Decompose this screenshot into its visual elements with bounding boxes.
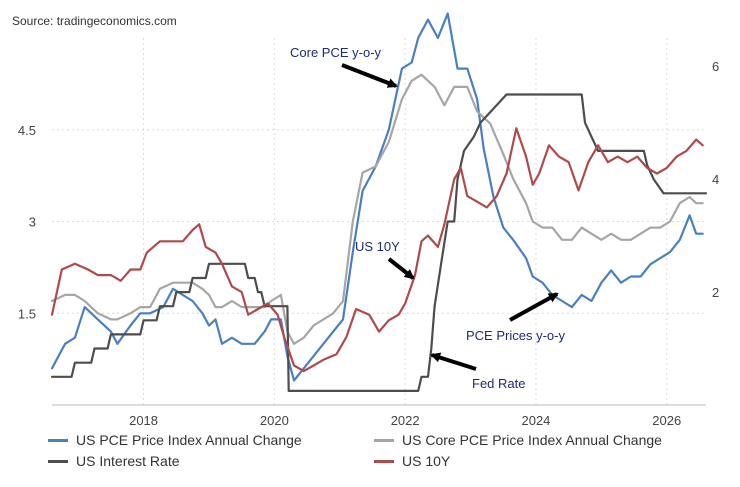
legend-swatch-us10y bbox=[374, 459, 394, 463]
x-tick-label: 2026 bbox=[652, 413, 681, 428]
annotations: Core PCE y-o-y US 10Y PCE Prices y-o-y F… bbox=[290, 45, 565, 391]
series-pce bbox=[50, 12, 704, 382]
series-core-pce bbox=[50, 73, 704, 345]
legend-label-us10y: US 10Y bbox=[402, 453, 451, 469]
legend-item-interest-rate: US Interest Rate bbox=[48, 453, 180, 469]
annotation-us10y: US 10Y bbox=[355, 239, 400, 254]
x-tick-label: 2020 bbox=[260, 413, 289, 428]
legend-swatch-interest-rate bbox=[48, 459, 68, 463]
x-tick-label: 2018 bbox=[129, 413, 158, 428]
line-chart: 2018 2020 2022 2024 2026 1.5 3 4.5 2 4 6 Core PCE … bbox=[18, 12, 719, 428]
legend-item-pce: US PCE Price Index Annual Change bbox=[48, 432, 302, 448]
x-tick-label: 2024 bbox=[521, 413, 550, 428]
annotation-core-pce: Core PCE y-o-y bbox=[290, 45, 382, 60]
legend-label-interest-rate: US Interest Rate bbox=[76, 453, 180, 469]
y-right-tick-label: 4 bbox=[712, 172, 719, 187]
legend-item-us10y: US 10Y bbox=[374, 453, 450, 469]
arrow-core-pce bbox=[341, 63, 398, 88]
legend-label-core-pce: US Core PCE Price Index Annual Change bbox=[402, 432, 662, 448]
arrow-pce-prices bbox=[509, 292, 559, 322]
legend-label-pce: US PCE Price Index Annual Change bbox=[76, 432, 302, 448]
y-right-tick-label: 6 bbox=[712, 59, 719, 74]
legend-swatch-core-pce bbox=[374, 438, 394, 442]
legend-swatch-pce bbox=[48, 438, 68, 442]
y-left-tick-label: 3 bbox=[29, 215, 36, 230]
grid bbox=[52, 38, 706, 405]
annotation-fed-rate: Fed Rate bbox=[472, 376, 525, 391]
arrow-us10y bbox=[387, 257, 415, 280]
arrow-fed-rate bbox=[430, 352, 477, 371]
x-tick-label: 2022 bbox=[391, 413, 420, 428]
series-layer bbox=[50, 12, 708, 392]
legend-item-core-pce: US Core PCE Price Index Annual Change bbox=[374, 432, 662, 448]
axes: 2018 2020 2022 2024 2026 1.5 3 4.5 2 4 6 bbox=[18, 59, 719, 428]
y-right-tick-label: 2 bbox=[712, 285, 719, 300]
y-left-tick-label: 4.5 bbox=[18, 123, 36, 138]
source-label: Source: tradingeconomics.com bbox=[12, 14, 177, 28]
annotation-pce-prices: PCE Prices y-o-y bbox=[466, 328, 565, 343]
series-us10y bbox=[50, 127, 704, 373]
y-left-tick-label: 1.5 bbox=[18, 306, 36, 321]
